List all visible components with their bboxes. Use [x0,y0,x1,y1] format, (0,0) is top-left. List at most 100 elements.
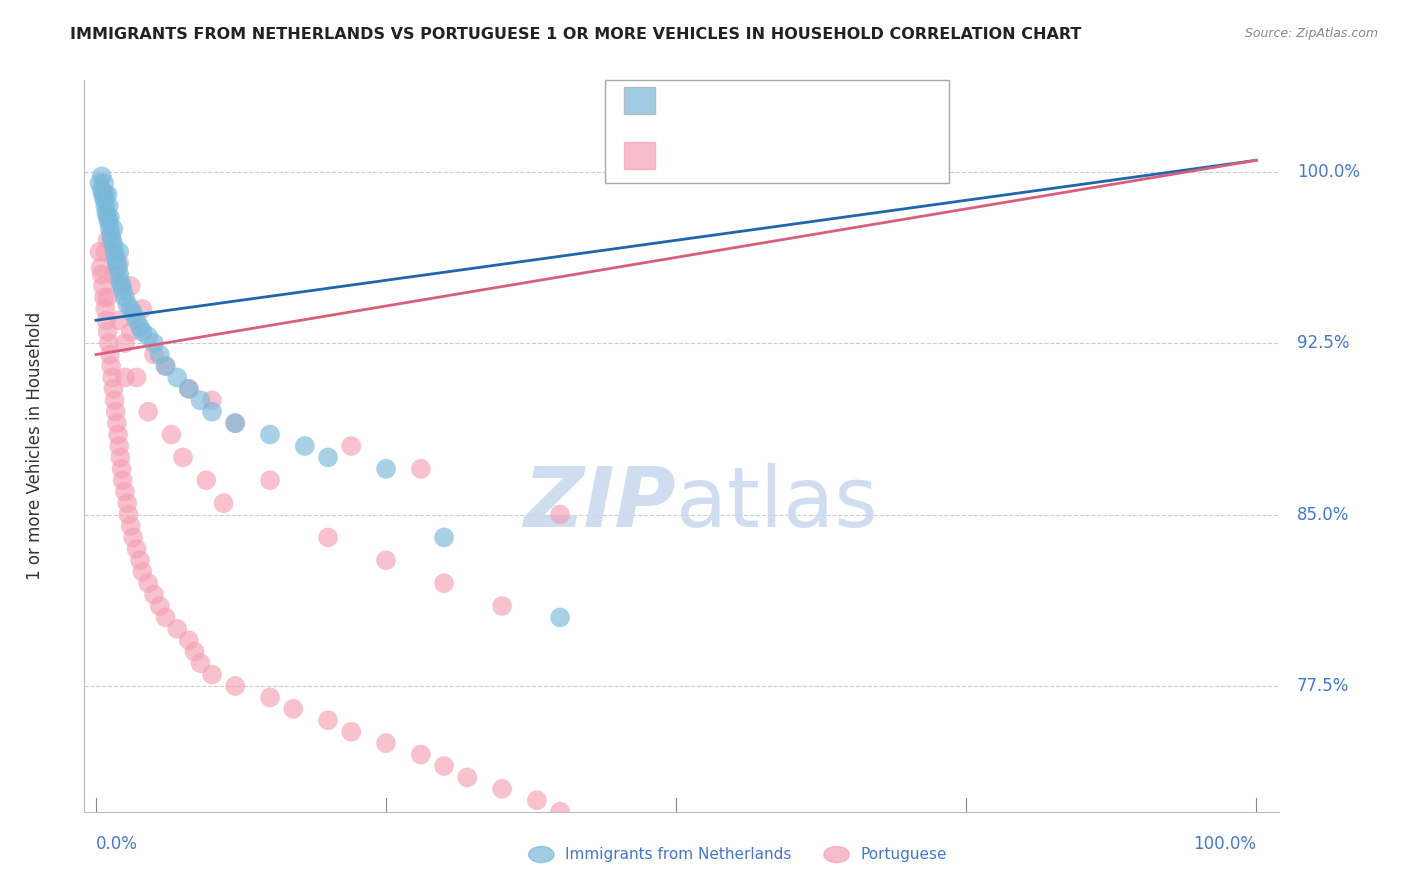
Point [136,405,159,419]
Point [117,297,139,311]
Point [136,329,159,343]
Point [548,610,571,624]
Point [122,530,145,544]
Text: 0.0%: 0.0% [96,835,138,853]
Point [526,793,548,807]
Point [125,370,148,384]
Point [107,427,129,442]
Point [136,576,159,591]
Point [97,199,120,213]
Point [340,724,363,739]
Point [548,508,571,522]
Text: 77.5%: 77.5% [1296,677,1350,695]
Text: Immigrants from Netherlands: Immigrants from Netherlands [565,847,792,862]
Point [294,439,316,453]
Point [105,416,128,430]
Point [103,382,125,396]
Point [91,187,114,202]
Text: 92.5%: 92.5% [1296,334,1350,352]
Point [201,405,224,419]
Text: ZIP: ZIP [523,463,676,543]
Text: 85.0%: 85.0% [1296,506,1350,524]
Point [89,244,111,259]
Point [97,325,120,339]
Point [201,393,224,408]
Point [101,370,124,384]
Point [97,336,120,351]
Point [283,702,305,716]
Point [195,473,218,487]
Point [125,313,148,327]
Point [491,781,513,796]
Point [94,301,117,316]
Point [224,416,246,430]
Point [97,233,120,247]
Point [93,192,115,206]
Point [98,222,121,236]
Point [433,576,456,591]
Point [125,541,148,556]
Point [89,176,111,190]
Point [160,427,183,442]
Point [155,359,177,373]
Text: Source: ZipAtlas.com: Source: ZipAtlas.com [1244,27,1378,40]
Point [101,233,124,247]
Point [149,599,172,613]
Point [117,508,139,522]
Point [96,313,118,327]
Point [97,290,120,304]
Point [111,284,134,298]
Point [114,336,136,351]
Point [155,610,177,624]
Point [224,679,246,693]
Point [94,199,117,213]
Text: N = 82: N = 82 [801,146,869,164]
Text: atlas: atlas [676,463,877,543]
Point [107,260,129,275]
Point [114,484,136,499]
Point [131,301,153,316]
Point [177,633,200,648]
Point [190,393,212,408]
Point [108,244,131,259]
Point [110,279,132,293]
Point [433,759,456,773]
Point [97,187,120,202]
Point [103,244,125,259]
Text: 100.0%: 100.0% [1296,162,1360,181]
Point [110,275,132,289]
Point [94,187,117,202]
Point [90,183,112,197]
Point [375,462,398,476]
Point [409,462,432,476]
Point [90,260,112,275]
Point [103,222,125,236]
Point [259,427,281,442]
Point [103,393,125,408]
Point [166,622,188,636]
Point [111,473,134,487]
Point [149,347,172,362]
Point [259,473,281,487]
Point [491,599,513,613]
Point [190,656,212,670]
Text: R = 0.234: R = 0.234 [665,92,763,110]
Point [114,290,136,304]
Text: R = 0.201: R = 0.201 [665,146,763,164]
Point [131,325,153,339]
Point [129,320,152,334]
Point [548,805,571,819]
Point [108,256,131,270]
Point [122,306,145,320]
Point [114,370,136,384]
Point [105,256,128,270]
Point [155,359,177,373]
Point [100,359,122,373]
Point [97,211,120,225]
Point [90,169,112,184]
Point [120,325,142,339]
Point [110,462,132,476]
Point [104,252,127,266]
Point [177,382,200,396]
Point [143,347,166,362]
